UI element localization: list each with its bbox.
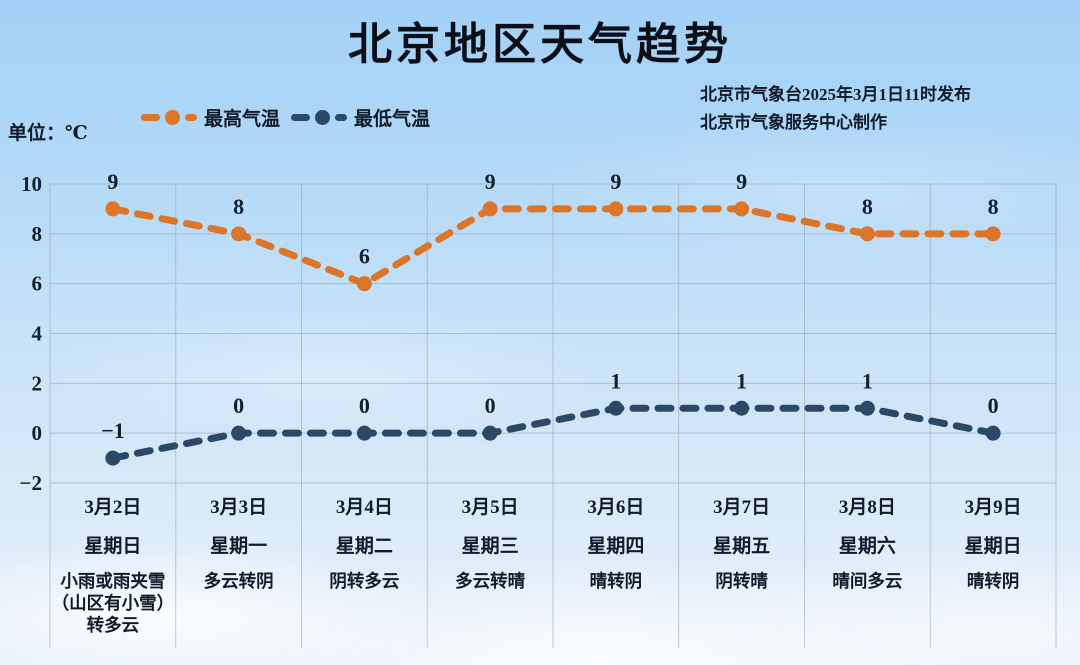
data-point [985, 425, 1001, 441]
data-point [482, 425, 498, 441]
data-point [734, 400, 750, 416]
data-point [105, 450, 121, 466]
value-label: 8 [862, 194, 873, 219]
data-point [356, 276, 372, 292]
page-title: 北京地区天气趋势 [348, 20, 732, 69]
x-axis-label: 3月9日星期日晴转阴 [930, 494, 1056, 592]
series-line-0 [109, 205, 997, 288]
value-label: 0 [233, 393, 244, 418]
attribution-line-1: 北京市气象台2025年3月1日11时发布 [700, 85, 972, 104]
data-point [734, 201, 750, 217]
y-tick-label: 4 [32, 322, 43, 346]
value-label: 8 [233, 194, 244, 219]
data-point [608, 201, 624, 217]
series-line-1 [109, 404, 997, 462]
date-label: 3月2日 [84, 497, 142, 518]
attribution: 北京市气象台2025年3月1日11时发布 北京市气象服务中心制作 [700, 81, 971, 137]
date-label: 3月5日 [461, 497, 519, 518]
date-label: 3月7日 [713, 497, 771, 518]
weather-label: 晴间多云 [832, 571, 903, 591]
weather-label: 阴转晴 [715, 571, 768, 591]
data-point [985, 226, 1001, 242]
data-point [482, 201, 498, 217]
y-tick-label: 0 [32, 421, 43, 445]
x-axis-label: 3月5日星期三多云转晴 [427, 494, 553, 592]
legend-dash-icon [141, 114, 160, 121]
weather-label: 晴转阴 [589, 571, 643, 591]
weather-label: 阴转多云 [329, 571, 400, 591]
legend-item: 最低气温 [291, 104, 430, 131]
weekday-label: 星期六 [838, 536, 896, 557]
value-label: 8 [988, 194, 999, 219]
y-tick-label: 2 [32, 371, 43, 395]
data-point [859, 226, 875, 242]
legend-label: 最高气温 [204, 109, 281, 130]
value-label: −1 [101, 418, 125, 443]
date-label: 3月9日 [964, 497, 1022, 518]
value-label: 9 [107, 169, 118, 194]
legend-item: 最高气温 [141, 104, 280, 131]
date-label: 3月6日 [587, 497, 645, 518]
legend-dot-icon [165, 110, 180, 125]
legend-dash-icon [335, 114, 348, 121]
y-tick-label: 10 [21, 172, 42, 196]
data-point [105, 201, 121, 217]
data-point [356, 425, 372, 441]
value-label: 9 [610, 169, 621, 194]
data-point [859, 400, 875, 416]
legend-dot-icon [315, 110, 331, 125]
legend-label: 最低气温 [354, 109, 431, 130]
value-label: 1 [736, 368, 747, 393]
legend-dash-icon [291, 114, 311, 121]
x-axis-label: 3月2日星期日小雨或雨夹雪 （山区有小雪） 转多云 [50, 494, 176, 636]
value-label: 9 [485, 169, 496, 194]
value-label: 0 [988, 393, 999, 418]
weekday-label: 星期四 [587, 536, 645, 557]
legend-dash-icon [185, 114, 197, 121]
weather-label: 小雨或雨夹雪 （山区有小雪） 转多云 [51, 571, 175, 635]
weather-label: 多云转阴 [203, 571, 274, 591]
y-tick-label: 6 [32, 272, 43, 296]
value-label: 1 [862, 368, 873, 393]
date-label: 3月8日 [838, 497, 896, 518]
value-label: 6 [359, 244, 370, 269]
date-label: 3月3日 [210, 497, 268, 518]
value-label: 0 [359, 393, 370, 418]
data-point [231, 226, 247, 242]
x-axis-label: 3月3日星期一多云转阴 [176, 494, 302, 592]
x-axis-label: 3月4日星期二阴转多云 [302, 494, 428, 592]
weekday-label: 星期一 [210, 536, 268, 557]
x-axis-label: 3月6日星期四晴转阴 [553, 494, 679, 592]
weather-label: 晴转阴 [966, 571, 1020, 591]
data-point [231, 425, 247, 441]
weather-label: 多云转晴 [455, 571, 526, 591]
weekday-label: 星期五 [713, 536, 771, 557]
weekday-label: 星期二 [335, 536, 393, 557]
legend: 最高气温 最低气温 [141, 104, 430, 131]
weekday-label: 星期三 [461, 536, 519, 557]
value-label: 9 [736, 169, 747, 194]
value-label: 1 [610, 368, 621, 393]
date-label: 3月4日 [335, 497, 393, 518]
y-tick-label: 8 [32, 222, 43, 246]
attribution-line-2: 北京市气象服务中心制作 [700, 113, 887, 132]
unit-label: 单位：℃ [8, 123, 88, 144]
x-axis-label: 3月7日星期五阴转晴 [679, 494, 805, 592]
weekday-label: 星期日 [84, 536, 142, 557]
value-label: 0 [485, 393, 496, 418]
weekday-label: 星期日 [964, 536, 1022, 557]
x-axis-label: 3月8日星期六晴间多云 [805, 494, 931, 592]
y-tick-label: −2 [20, 471, 42, 495]
data-point [608, 400, 624, 416]
